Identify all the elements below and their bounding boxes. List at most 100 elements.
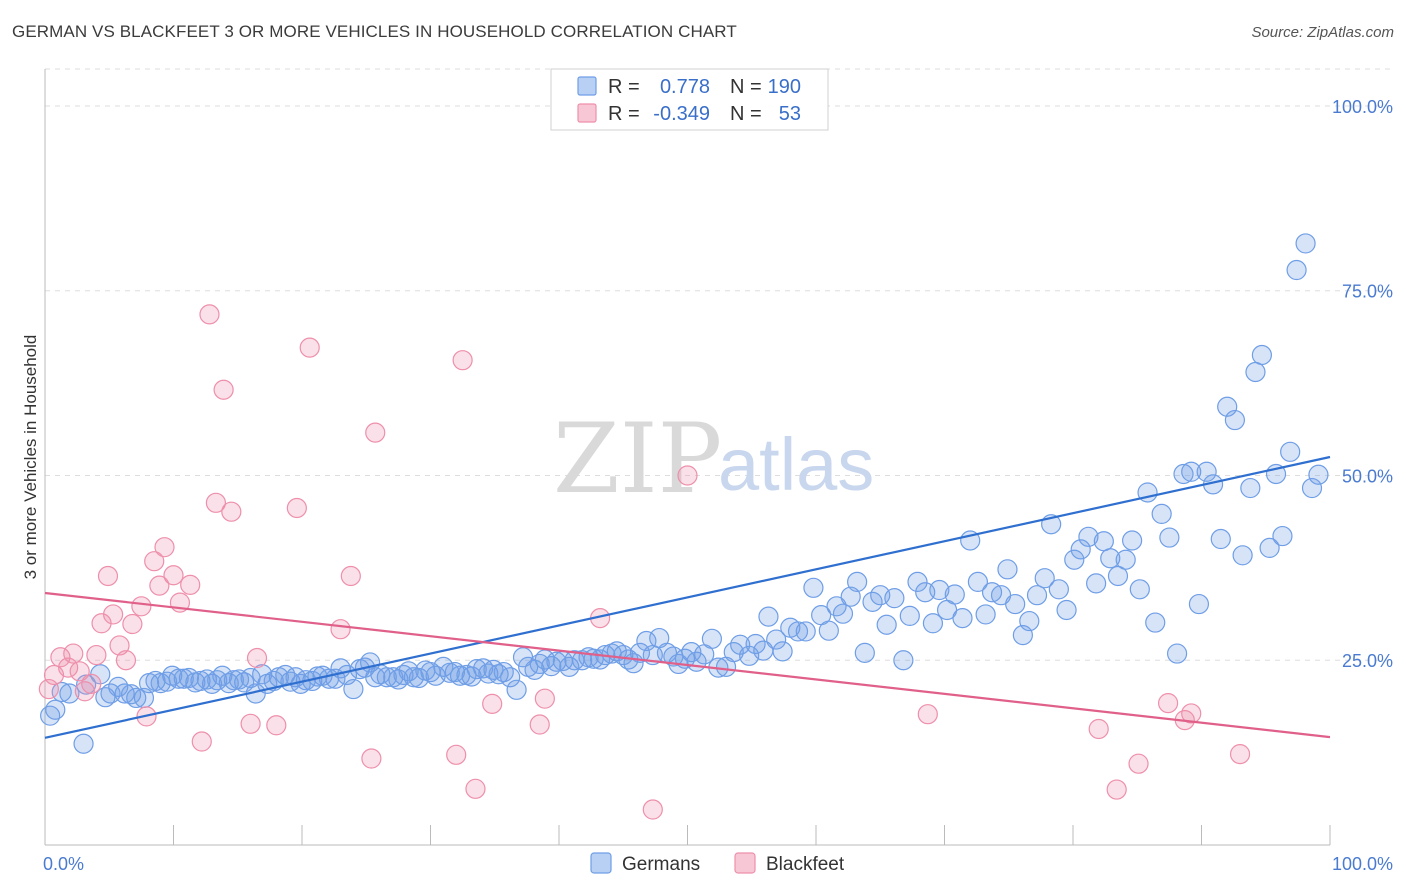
data-point [97,565,119,587]
data-point [1280,441,1301,462]
data-point [1100,548,1121,569]
data-point [899,605,920,626]
data-point [1093,531,1114,552]
data-point [876,614,897,635]
data-point [1128,753,1149,774]
data-point [1026,585,1048,606]
legend-n-label: N = [730,103,762,125]
legend-n-value: 53 [779,103,801,125]
chart-title: GERMAN VS BLACKFEET 3 OR MORE VEHICLES I… [12,22,737,41]
legend-r-label: R = [608,76,640,98]
data-point [997,559,1018,580]
data-point [1019,610,1040,632]
data-point [223,670,244,691]
data-point [76,674,97,695]
data-point [81,673,102,694]
data-point [1229,743,1251,765]
y-tick-label: 25.0% [1342,651,1393,671]
watermark-atlas: atlas [718,423,874,506]
watermark: ZIP atlas [553,403,874,515]
scatter-points [38,233,1329,820]
grid-lines [45,68,1393,661]
y-tick-label: 100.0% [1332,97,1393,117]
data-point [1245,361,1266,383]
data-point [1088,718,1109,740]
data-point [1115,549,1136,570]
data-point [482,693,503,714]
data-point [221,501,242,522]
data-point [114,683,135,704]
data-point [1064,549,1085,570]
data-point [168,668,189,689]
data-point [51,681,72,703]
data-point [967,571,989,592]
data-point [1173,463,1194,485]
data-point [787,621,809,642]
y-axis-label: 3 or more Vehicles in Household [21,335,40,580]
data-point [854,642,875,663]
data-point [893,650,914,671]
data-point [59,683,80,704]
data-point [190,670,211,692]
data-point [1210,528,1231,550]
data-point [546,651,567,672]
data-point [1129,579,1150,600]
data-point [465,778,486,799]
data-point [154,537,175,558]
data-point [922,613,944,634]
data-point [452,350,473,371]
data-point [69,661,90,682]
data-point [1286,259,1307,281]
data-point [1251,344,1272,366]
data-point [1048,579,1069,600]
data-point [1106,779,1127,800]
legend-row-blackfeet: R = -0.349 N = 53 [577,103,801,125]
data-point [1301,477,1323,499]
data-point [109,635,130,656]
data-point [975,604,996,625]
data-point [115,650,137,671]
data-point [832,603,854,624]
data-point [1056,599,1077,621]
data-point [240,713,261,734]
legend-r-label: R = [608,103,640,125]
legend-swatch-blackfeet [734,852,756,874]
data-point [144,551,165,572]
data-point [766,629,787,650]
trend-lines [44,455,1331,739]
data-point [103,604,124,625]
data-point [803,577,824,598]
legend-box [550,68,829,131]
axes [44,69,1331,846]
data-point [1107,565,1129,587]
data-point [252,664,273,685]
y-tick-labels: 25.0% 50.0% 75.0% 100.0% [1332,97,1393,671]
data-point [818,620,839,641]
data-point [1224,409,1246,431]
series-legend: Germans Blackfeet [590,852,845,875]
data-point [952,608,973,629]
data-point [917,704,938,725]
data-point [1181,703,1202,724]
data-point [1122,530,1143,551]
legend-r-value: -0.349 [653,103,710,125]
data-point [677,465,698,486]
data-point [847,571,868,592]
data-point [199,304,220,325]
data-point [506,679,527,700]
legend-n-label: N = [730,76,762,98]
data-point [795,621,816,642]
data-point [1151,503,1172,525]
data-point [1295,233,1316,254]
legend-swatch-blackfeet [577,103,597,123]
data-point [180,574,201,595]
data-point [772,641,793,662]
data-point [149,575,170,596]
y-tick-label: 75.0% [1342,282,1393,302]
data-point [1034,568,1055,589]
data-point [1181,461,1202,482]
data-point [629,642,651,663]
data-point [944,584,965,605]
data-point [534,688,555,709]
x-tick-label-min: 0.0% [43,854,84,874]
